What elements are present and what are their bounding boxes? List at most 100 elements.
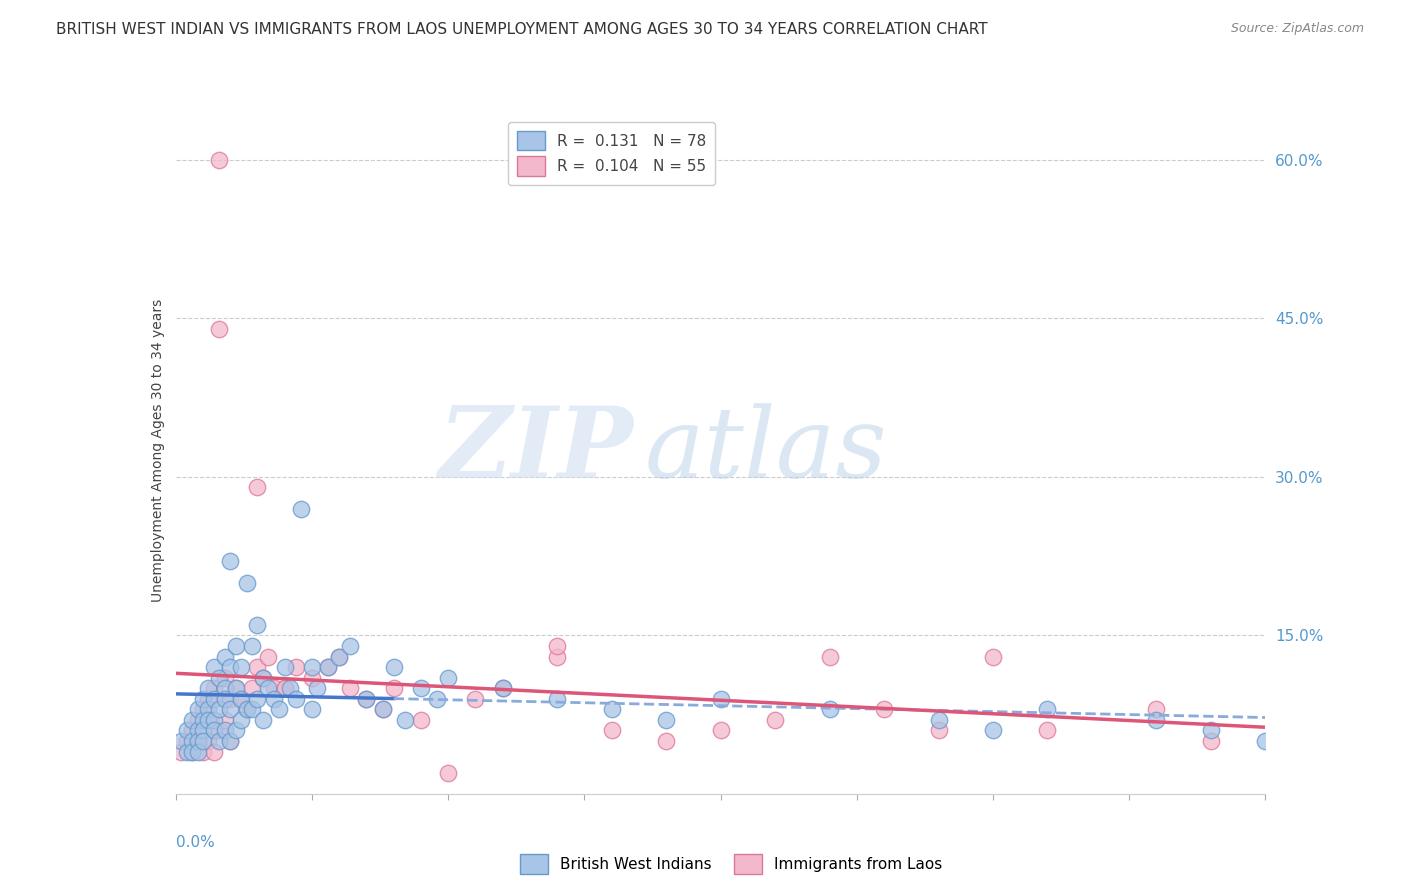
Point — [464, 691, 486, 706]
Point — [409, 681, 432, 696]
Point — [763, 713, 786, 727]
Point — [382, 681, 405, 696]
Point — [197, 691, 219, 706]
Point — [176, 745, 198, 759]
Point — [274, 681, 297, 696]
Point — [394, 713, 416, 727]
Point — [191, 691, 214, 706]
Point — [1254, 734, 1277, 748]
Point — [170, 745, 193, 759]
Point — [818, 649, 841, 664]
Text: BRITISH WEST INDIAN VS IMMIGRANTS FROM LAOS UNEMPLOYMENT AMONG AGES 30 TO 34 YEA: BRITISH WEST INDIAN VS IMMIGRANTS FROM L… — [56, 22, 988, 37]
Point — [214, 671, 236, 685]
Point — [214, 723, 236, 738]
Point — [181, 745, 204, 759]
Point — [191, 745, 214, 759]
Point — [197, 681, 219, 696]
Point — [235, 702, 257, 716]
Point — [1036, 702, 1059, 716]
Point — [328, 649, 350, 664]
Point — [240, 639, 263, 653]
Point — [202, 660, 225, 674]
Point — [214, 681, 236, 696]
Point — [981, 649, 1004, 664]
Point — [1199, 734, 1222, 748]
Point — [208, 153, 231, 167]
Point — [257, 649, 280, 664]
Point — [1036, 723, 1059, 738]
Text: atlas: atlas — [644, 403, 887, 498]
Point — [246, 480, 269, 494]
Text: 0.0%: 0.0% — [176, 835, 215, 850]
Point — [208, 671, 231, 685]
Point — [290, 501, 312, 516]
Point — [339, 681, 361, 696]
Text: ZIP: ZIP — [439, 402, 633, 499]
Point — [176, 723, 198, 738]
Point — [1199, 723, 1222, 738]
Point — [339, 639, 361, 653]
Point — [219, 691, 242, 706]
Point — [600, 723, 623, 738]
Point — [197, 713, 219, 727]
Point — [231, 691, 253, 706]
Point — [252, 671, 274, 685]
Point — [240, 702, 263, 716]
Point — [655, 734, 678, 748]
Point — [600, 702, 623, 716]
Point — [219, 554, 242, 568]
Point — [546, 649, 568, 664]
Point — [409, 713, 432, 727]
Point — [225, 681, 247, 696]
Point — [269, 702, 291, 716]
Point — [186, 723, 209, 738]
Point — [208, 734, 231, 748]
Point — [546, 639, 568, 653]
Point — [437, 671, 460, 685]
Point — [246, 617, 269, 632]
Point — [307, 681, 329, 696]
Point — [1144, 702, 1167, 716]
Point — [214, 691, 236, 706]
Point — [214, 713, 236, 727]
Point — [263, 691, 285, 706]
Point — [710, 723, 733, 738]
Point — [284, 660, 307, 674]
Point — [181, 745, 204, 759]
Point — [219, 660, 242, 674]
Point — [219, 734, 242, 748]
Point — [202, 745, 225, 759]
Point — [181, 723, 204, 738]
Point — [278, 681, 301, 696]
Point — [191, 702, 214, 716]
Text: Source: ZipAtlas.com: Source: ZipAtlas.com — [1230, 22, 1364, 36]
Point — [301, 660, 323, 674]
Point — [301, 702, 323, 716]
Point — [873, 702, 896, 716]
Point — [284, 691, 307, 706]
Point — [231, 691, 253, 706]
Point — [181, 734, 204, 748]
Y-axis label: Unemployment Among Ages 30 to 34 years: Unemployment Among Ages 30 to 34 years — [150, 299, 165, 602]
Point — [197, 734, 219, 748]
Point — [219, 734, 242, 748]
Point — [231, 713, 253, 727]
Point — [208, 702, 231, 716]
Point — [176, 734, 198, 748]
Point — [202, 681, 225, 696]
Point — [186, 734, 209, 748]
Point — [356, 691, 378, 706]
Point — [328, 649, 350, 664]
Point — [382, 660, 405, 674]
Point — [301, 671, 323, 685]
Point — [225, 639, 247, 653]
Point — [202, 691, 225, 706]
Point — [252, 671, 274, 685]
Point — [246, 660, 269, 674]
Point — [246, 691, 269, 706]
Point — [191, 713, 214, 727]
Point — [492, 681, 515, 696]
Point — [202, 723, 225, 738]
Point — [214, 649, 236, 664]
Point — [1144, 713, 1167, 727]
